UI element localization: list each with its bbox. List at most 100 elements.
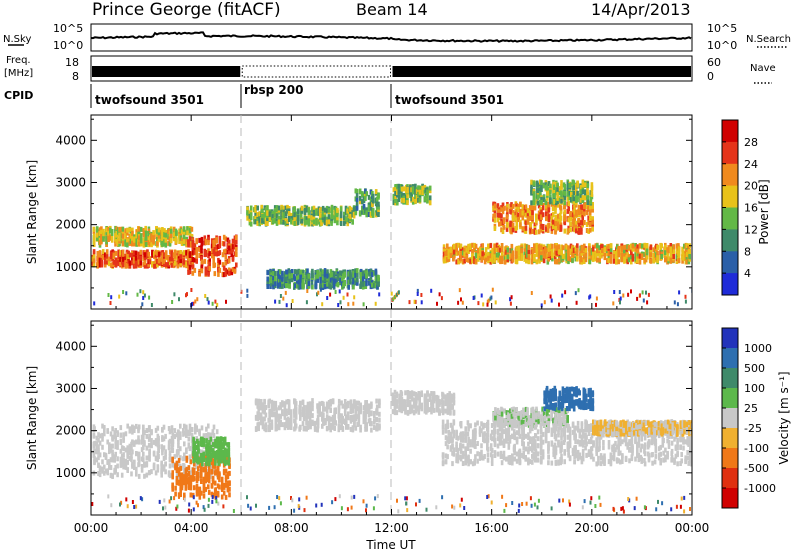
heat-cell <box>167 229 170 235</box>
heat-cell <box>619 296 622 301</box>
heat-cell <box>161 435 164 441</box>
heat-cell <box>396 200 399 206</box>
heat-cell <box>142 445 145 450</box>
heat-cell <box>570 182 573 188</box>
heat-cell <box>296 220 300 225</box>
heat-cell <box>280 214 283 220</box>
heat-cell <box>197 476 200 482</box>
heat-cell <box>272 279 275 285</box>
heat-cell <box>630 243 633 249</box>
heat-cell <box>589 294 592 299</box>
heat-cell <box>560 244 563 250</box>
heat-cell <box>442 251 446 257</box>
heat-cell <box>173 253 177 259</box>
heat-cell <box>493 226 497 231</box>
heat-cell <box>344 216 348 222</box>
heat-cell <box>296 269 299 275</box>
heat-cell <box>125 252 129 258</box>
heat-cell <box>249 208 253 214</box>
heat-cell <box>189 459 193 465</box>
heat-cell <box>377 204 380 210</box>
heat-cell <box>467 244 470 250</box>
heat-cell <box>204 486 207 492</box>
heat-cell <box>209 445 213 450</box>
noise-right-tick-bottom: 10^0 <box>707 39 737 52</box>
heat-cell <box>163 252 166 258</box>
heat-cell <box>377 208 380 214</box>
heat-cell <box>484 252 488 258</box>
heat-cell <box>277 270 281 276</box>
heat-cell <box>612 301 615 306</box>
heat-cell <box>540 227 543 233</box>
heat-cell <box>297 274 301 280</box>
heat-cell <box>591 223 594 229</box>
heat-cell <box>169 233 173 239</box>
heat-cell <box>126 459 129 465</box>
heat-cell <box>321 269 325 275</box>
heat-cell <box>590 186 594 192</box>
heat-cell <box>296 279 299 285</box>
heat-cell <box>521 226 525 232</box>
heat-cell <box>130 471 133 477</box>
heat-cell <box>378 292 381 297</box>
heat-cell <box>188 257 192 263</box>
heat-cell <box>634 252 637 258</box>
heat-cell <box>575 300 578 305</box>
heat-cell <box>566 208 570 214</box>
heat-cell <box>195 250 198 256</box>
heat-cell <box>627 254 631 259</box>
heat-cell <box>369 212 373 218</box>
heat-cell <box>217 257 220 263</box>
heat-cell <box>536 191 540 197</box>
heat-cell <box>493 255 497 261</box>
heat-cell <box>293 283 297 289</box>
heat-cell <box>364 196 367 201</box>
heat-cell <box>173 260 177 266</box>
heat-cell <box>636 244 640 250</box>
heat-cell <box>109 443 113 449</box>
heat-cell <box>455 243 458 249</box>
heat-cell <box>547 244 551 250</box>
heat-cell <box>171 470 174 476</box>
heat-cell <box>182 250 186 256</box>
heat-cell <box>601 244 604 250</box>
heat-cell <box>210 483 214 489</box>
heat-cell <box>612 250 616 256</box>
heat-cell <box>124 239 127 245</box>
heat-cell <box>355 189 359 194</box>
heat-cell <box>300 208 304 214</box>
heat-cell <box>327 214 331 220</box>
heat-cell <box>104 256 107 262</box>
heat-cell <box>218 471 221 477</box>
heat-cell <box>114 250 118 256</box>
heat-cell <box>511 227 515 233</box>
heat-cell <box>529 222 533 227</box>
heat-cell <box>677 258 681 264</box>
heat-cell <box>283 276 287 282</box>
heat-cell <box>551 243 554 249</box>
heat-cell <box>552 181 555 187</box>
heat-cell <box>572 196 576 202</box>
heat-cell <box>224 271 228 277</box>
heat-cell <box>307 207 311 213</box>
heat-cell <box>197 486 200 492</box>
heat-cell <box>520 253 523 259</box>
heat-cell <box>135 232 138 238</box>
heat-cell <box>473 256 476 262</box>
heat-cell <box>344 209 348 215</box>
heat-cell <box>506 214 509 220</box>
heat-cell <box>564 290 567 295</box>
heat-cell <box>282 296 285 301</box>
heat-cell <box>417 197 420 203</box>
heat-cell <box>286 218 289 224</box>
heat-cell <box>126 449 129 455</box>
heat-cell <box>227 245 231 251</box>
heat-cell <box>616 247 619 253</box>
heat-cell <box>150 442 153 448</box>
heat-cell <box>139 233 143 239</box>
nave-tick-bottom: 0 <box>707 70 714 83</box>
heat-cell <box>105 227 108 233</box>
heat-cell <box>185 466 189 472</box>
heat-cell <box>202 488 206 494</box>
heat-cell <box>509 301 512 306</box>
